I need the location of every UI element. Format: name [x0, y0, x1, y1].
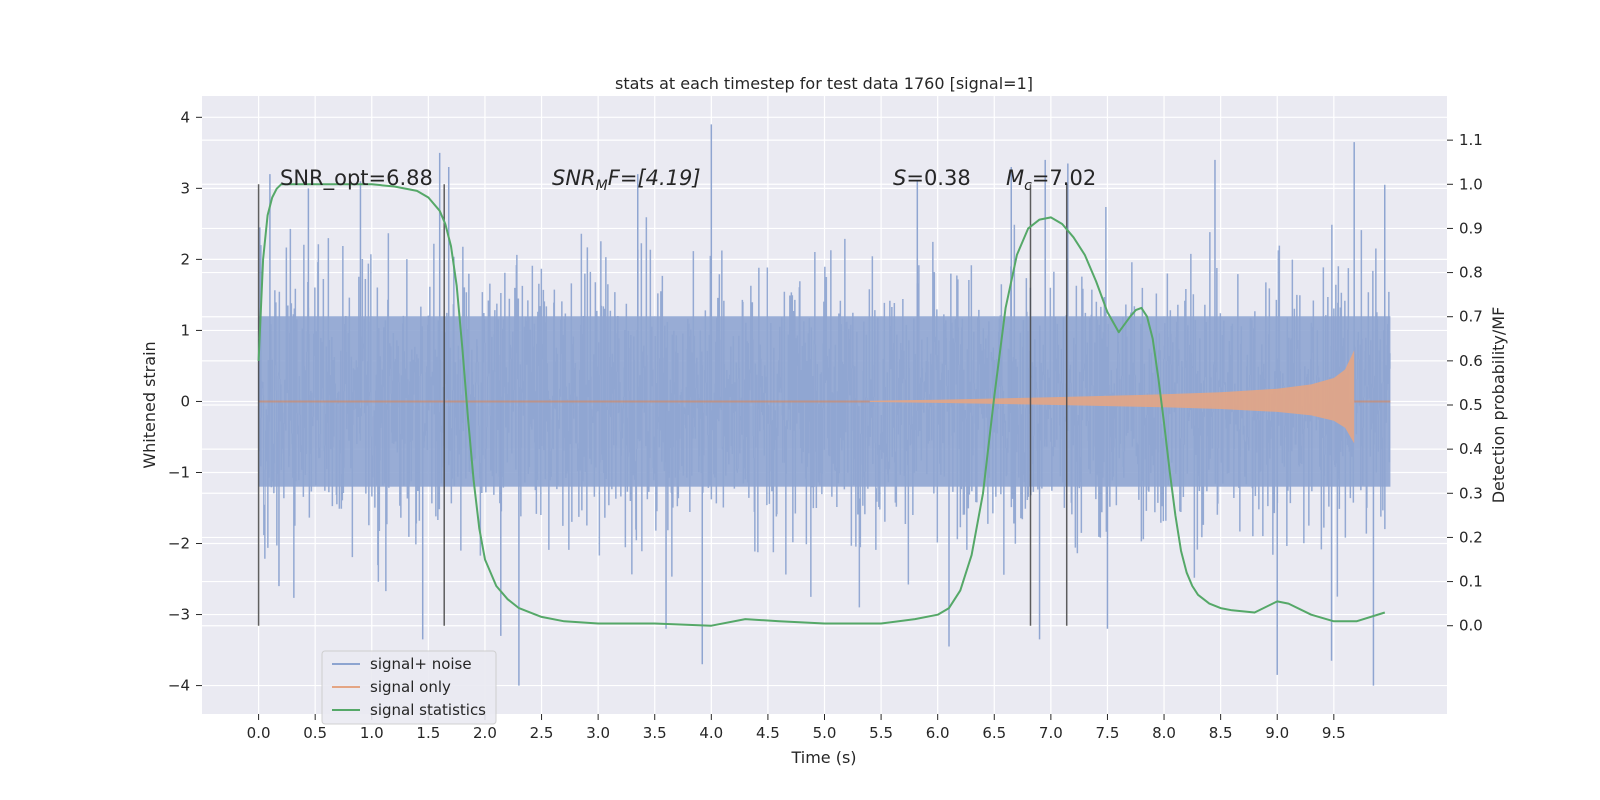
- y-right-tick-label: 1.0: [1459, 175, 1483, 193]
- annotation-mc: Mc=7.02: [1006, 166, 1096, 194]
- signal-only-chirp: [869, 350, 1355, 444]
- x-tick-label: 0.5: [303, 724, 327, 742]
- marker-layer: [257, 184, 1068, 626]
- x-tick-label: 0.0: [247, 724, 271, 742]
- y-left-tick-label: −2: [168, 535, 190, 553]
- legend-label-noise: signal+ noise: [370, 655, 472, 673]
- x-tick-label: 4.5: [756, 724, 780, 742]
- signal-layer: [258, 350, 1391, 444]
- chart-title: stats at each timestep for test data 176…: [615, 74, 1033, 93]
- annotation-s: S=0.38: [893, 166, 971, 190]
- y-left-tick-label: 3: [180, 179, 190, 197]
- y-axis-label-right: Detection probability/MF: [1489, 307, 1508, 504]
- y-right-tick-label: 0.7: [1459, 308, 1483, 326]
- y-right-tick-label: 0.4: [1459, 440, 1483, 458]
- x-tick-label: 2.0: [473, 724, 497, 742]
- signal-statistics-line: [257, 183, 1386, 627]
- y-right-tick-label: 0.6: [1459, 352, 1483, 370]
- y-right-tick-label: 0.0: [1459, 617, 1483, 635]
- x-axis-label: Time (s): [790, 748, 856, 767]
- annotation-snr-mf-base: SNR: [552, 166, 596, 190]
- legend-label-signal: signal only: [370, 678, 451, 696]
- y-right-tick-label: 0.2: [1459, 528, 1483, 546]
- y-axis-label-left: Whitened strain: [140, 341, 159, 468]
- stats-layer: [257, 183, 1386, 627]
- y-left-tick-label: −3: [168, 606, 190, 624]
- y-left-tick-label: 4: [180, 108, 190, 126]
- y-left-tick-label: 0: [180, 392, 190, 410]
- x-tick-label: 5.5: [869, 724, 893, 742]
- y-right-tick-label: 0.8: [1459, 264, 1483, 282]
- x-tick-label: 1.0: [360, 724, 384, 742]
- x-tick-label: 9.5: [1322, 724, 1346, 742]
- x-tick-label: 1.5: [416, 724, 440, 742]
- tick-layer: 0.0 0.5 1.0 1.5 2.0 2.5 3.0 3.5 4.0 4.5 5.0 5.5 6.0 6…: [168, 108, 1483, 742]
- x-tick-label: 5.0: [813, 724, 837, 742]
- y-right-tick-label: 0.1: [1459, 573, 1483, 591]
- y-left-tick-label: 2: [180, 250, 190, 268]
- y-left-tick-label: −1: [168, 463, 190, 481]
- legend-label-stats: signal statistics: [370, 701, 486, 719]
- x-tick-label: 8.5: [1209, 724, 1233, 742]
- y-right-tick-label: 0.3: [1459, 484, 1483, 502]
- annotation-mc-base: M: [1006, 166, 1024, 190]
- annotation-mc-sub: c: [1024, 178, 1032, 194]
- y-left-tick-label: 1: [180, 321, 190, 339]
- annotation-snr-opt: SNR_opt=6.88: [280, 166, 433, 191]
- x-tick-label: 3.0: [586, 724, 610, 742]
- y-right-tick-label: 1.1: [1459, 131, 1483, 149]
- y-left-tick-label: −4: [168, 677, 190, 695]
- x-tick-label: 7.5: [1096, 724, 1120, 742]
- y-right-tick-label: 0.5: [1459, 396, 1483, 414]
- legend: signal+ noise signal only signal statist…: [321, 650, 497, 725]
- x-tick-label: 4.0: [699, 724, 723, 742]
- annotation-mc-rest: =7.02: [1032, 166, 1096, 190]
- annotation-s-rest: =0.38: [906, 166, 970, 190]
- x-tick-label: 2.5: [530, 724, 554, 742]
- x-tick-label: 6.0: [926, 724, 950, 742]
- annotation-snr-mf-rest: F=[4.19]: [608, 166, 701, 190]
- legend-box: [321, 650, 497, 725]
- annotation-snr-mf-sub: M: [596, 178, 608, 194]
- y-right-tick-label: 0.9: [1459, 219, 1483, 237]
- x-tick-label: 3.5: [643, 724, 667, 742]
- x-tick-label: 6.5: [982, 724, 1006, 742]
- annotation-snr-mf: SNRMF=[4.19]: [552, 166, 701, 194]
- annotation-s-base: S: [893, 166, 906, 190]
- x-tick-label: 7.0: [1039, 724, 1063, 742]
- x-tick-label: 9.0: [1265, 724, 1289, 742]
- x-tick-label: 8.0: [1152, 724, 1176, 742]
